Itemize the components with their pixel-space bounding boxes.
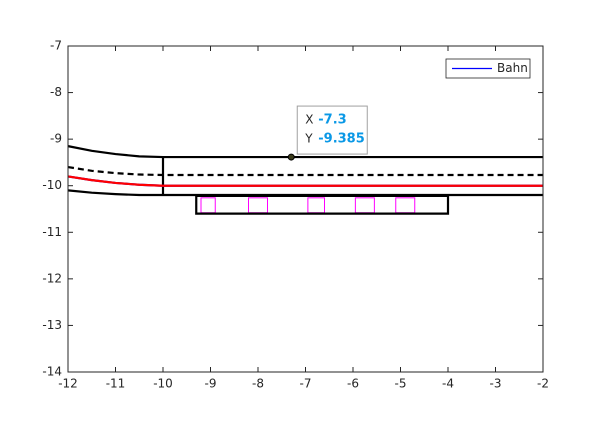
datatip-point [287, 153, 295, 161]
y-tick-label: -7 [50, 39, 62, 53]
datatip-x-value: -7.3 [318, 113, 346, 128]
x-tick-label: -8 [252, 377, 264, 391]
legend-label: Bahn [497, 61, 528, 75]
datatip-y-label: Y [304, 132, 313, 146]
x-tick-label: -6 [347, 377, 359, 391]
x-tick-label: -12 [58, 377, 78, 391]
y-tick-label: -13 [42, 318, 62, 332]
y-tick-label: -9 [50, 132, 62, 146]
x-tick-label: -5 [395, 377, 407, 391]
y-tick-label: -11 [42, 225, 62, 239]
datatip-box [296, 105, 368, 155]
datatip-x-label: X [305, 113, 313, 127]
datatip-y-value: -9.385 [318, 132, 365, 147]
x-tick-label: -10 [153, 377, 173, 391]
line [67, 175, 543, 187]
y-tick-label: -14 [42, 365, 62, 379]
x-tick-label: -7 [300, 377, 312, 391]
line [67, 165, 543, 177]
x-tick-label: -9 [205, 377, 217, 391]
line [195, 194, 450, 215]
y-tick-label: -8 [50, 85, 62, 99]
y-tick-label: -12 [42, 271, 62, 285]
axes-box [67, 45, 544, 373]
line [67, 145, 543, 159]
y-tick-label: -10 [42, 178, 62, 192]
x-tick-label: -3 [490, 377, 502, 391]
x-tick-label: -2 [537, 377, 549, 391]
x-tick-label: -4 [442, 377, 454, 391]
x-tick-label: -11 [106, 377, 126, 391]
